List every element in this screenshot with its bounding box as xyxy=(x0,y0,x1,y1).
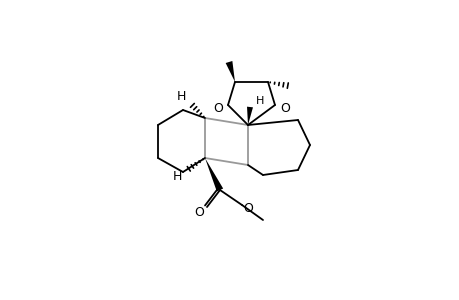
Polygon shape xyxy=(225,61,235,82)
Text: O: O xyxy=(242,202,252,215)
Text: O: O xyxy=(280,101,289,115)
Text: H: H xyxy=(255,96,263,106)
Text: H: H xyxy=(176,89,185,103)
Polygon shape xyxy=(205,158,223,191)
Text: O: O xyxy=(213,101,223,115)
Polygon shape xyxy=(246,107,252,125)
Text: O: O xyxy=(194,206,203,220)
Text: H: H xyxy=(172,169,181,182)
